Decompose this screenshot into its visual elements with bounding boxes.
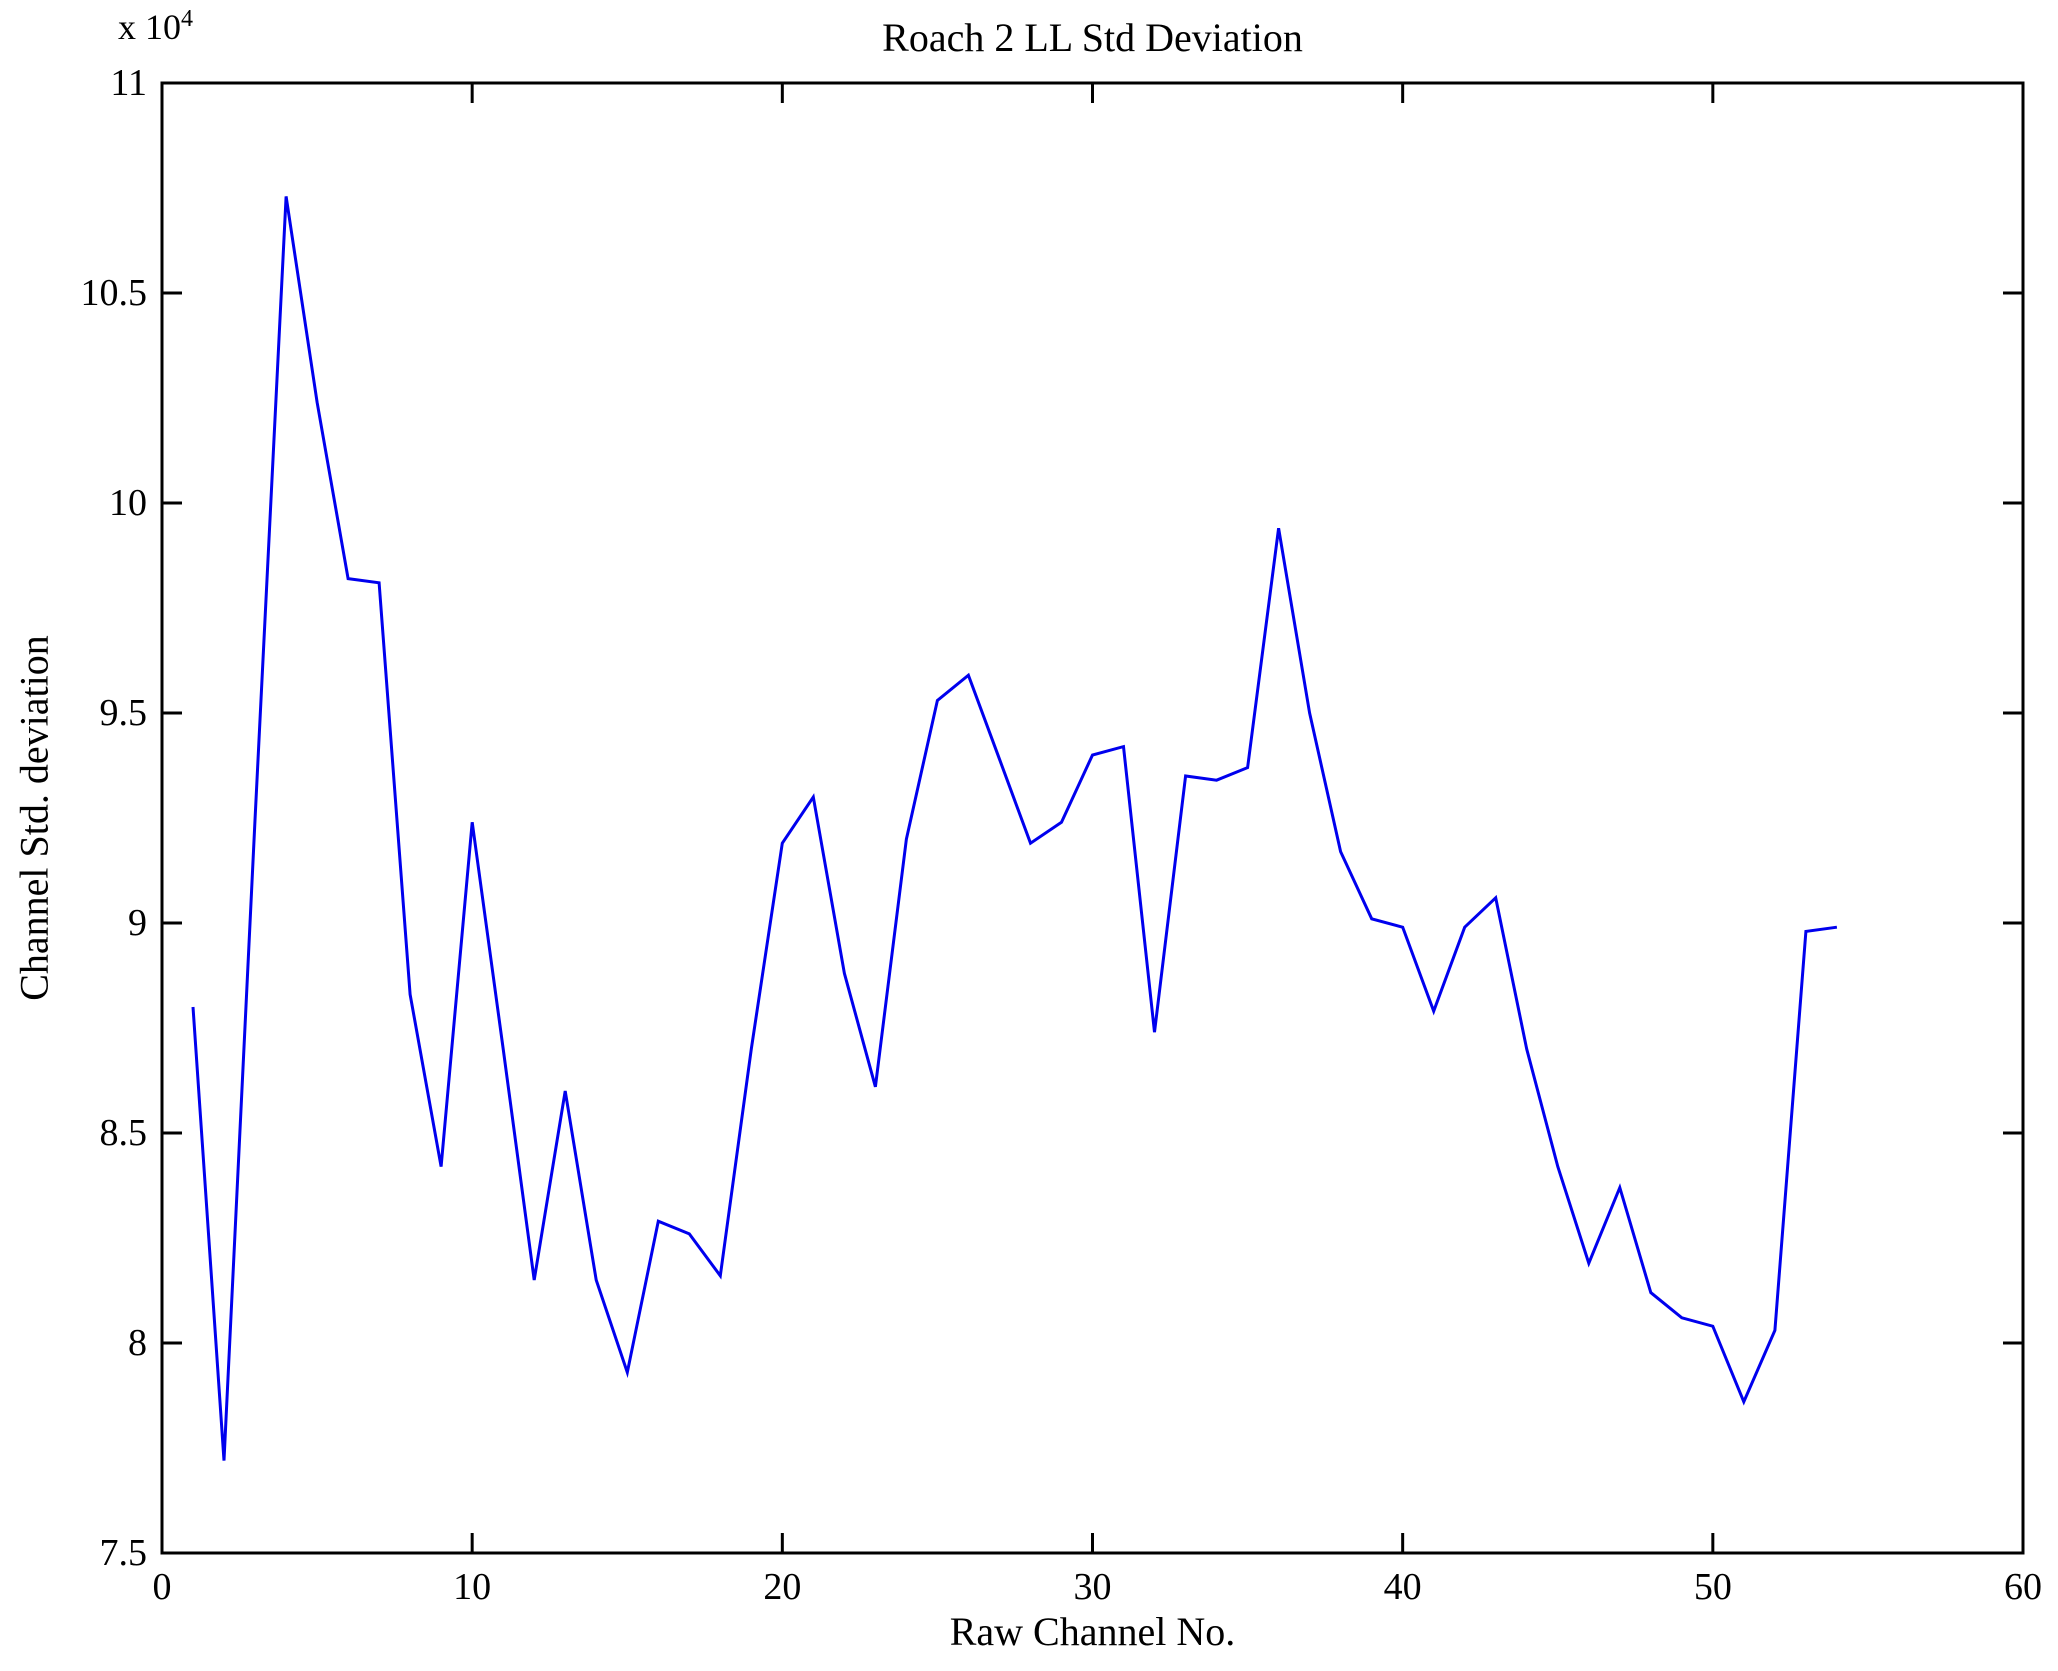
- x-tick-label: 60: [2004, 1566, 2042, 1608]
- y-tick-label: 9.5: [99, 692, 148, 734]
- x-tick-label: 20: [763, 1566, 802, 1608]
- chart-title: Roach 2 LL Std Deviation: [882, 15, 1303, 60]
- y-tick-label: 8.5: [99, 1112, 148, 1154]
- x-tick-label: 40: [1383, 1566, 1422, 1608]
- y-tick-label: 8: [128, 1322, 147, 1364]
- x-tick-label: 50: [1693, 1566, 1732, 1608]
- y-axis-multiplier-exponent: 4: [181, 6, 193, 32]
- y-axis-multiplier-base: x 10: [118, 7, 181, 47]
- x-axis-label: Raw Channel No.: [949, 1609, 1236, 1654]
- y-axis-multiplier: x 104: [118, 6, 193, 48]
- x-tick-label: 0: [152, 1566, 172, 1608]
- y-tick-label: 10.5: [80, 272, 148, 314]
- data-line: [191, 196, 1838, 1461]
- x-tick-label: 10: [453, 1566, 492, 1608]
- axes-box: [160, 81, 2025, 1555]
- y-tick-label: 11: [110, 62, 147, 104]
- y-tick-label: 9: [128, 902, 147, 944]
- x-tick-label: 30: [1073, 1566, 1112, 1608]
- y-tick-label: 10: [109, 482, 147, 524]
- y-tick-label: 7.5: [99, 1532, 148, 1574]
- y-axis-label: Channel Std. deviation: [11, 635, 57, 1001]
